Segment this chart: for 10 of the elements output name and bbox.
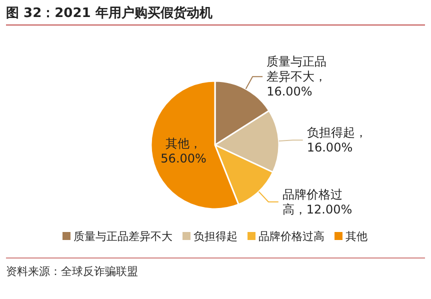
text: 资料来源：全球反诈骗联盟 xyxy=(6,265,138,278)
chart-title: 图 32：2021 年用户购买假货动机 xyxy=(6,5,212,21)
legend-label: 负担得起 xyxy=(194,230,238,243)
legend-label: 质量与正品差异不大 xyxy=(74,230,172,243)
data-label: 其他，56.00% xyxy=(160,136,206,166)
data-label: 负担得起，16.00% xyxy=(306,126,367,155)
data-label: 品牌价格过高，12.00% xyxy=(282,187,352,216)
data-label: 质量与正品差异不大，16.00% xyxy=(266,54,327,99)
legend-label: 其他 xyxy=(346,230,368,243)
legend-label: 品牌价格过高 xyxy=(258,230,324,243)
